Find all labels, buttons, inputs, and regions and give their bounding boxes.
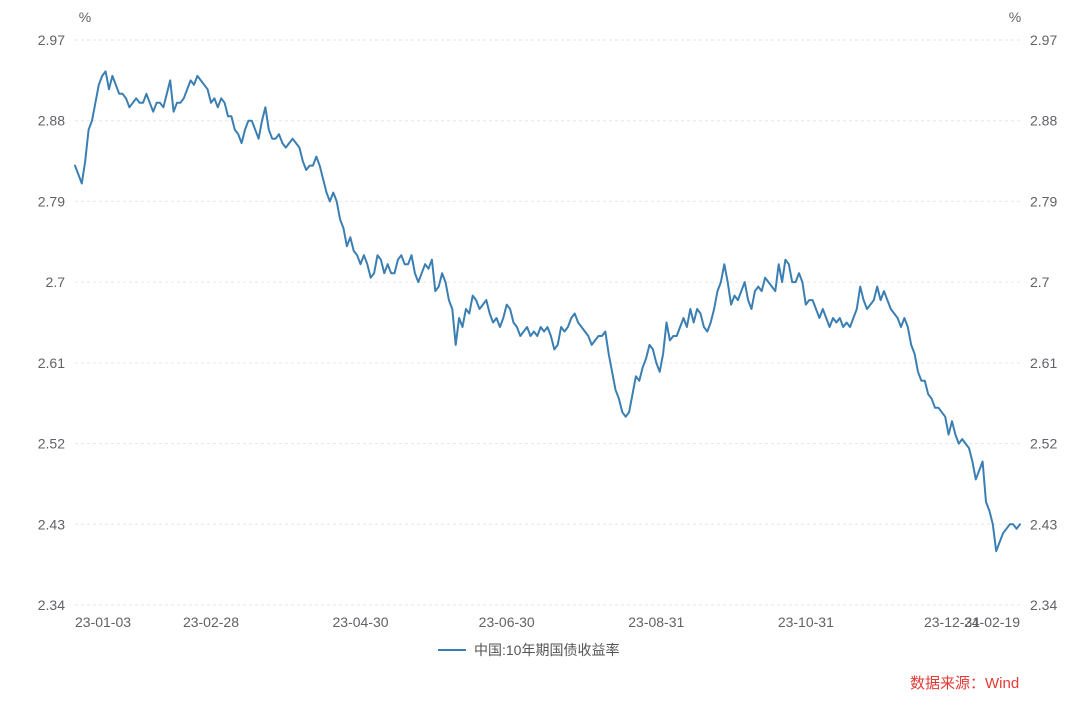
x-tick-label: 23-06-30 xyxy=(479,614,535,630)
y-tick-label-right: 2.61 xyxy=(1030,355,1057,371)
y-tick-label-right: 2.7 xyxy=(1030,274,1050,290)
y-tick-label-right: 2.88 xyxy=(1030,113,1057,129)
chart-canvas: 2.34 2.34 2.43 2.43 2.52 2.52 2.61 2.61 2.7 2.7 2.… xyxy=(0,0,1080,705)
y-tick-label-left: 2.7 xyxy=(46,274,66,290)
y-tick-label-right: 2.34 xyxy=(1030,597,1057,613)
y-tick-label-right: 2.97 xyxy=(1030,32,1057,48)
x-tick-label: 23-02-28 xyxy=(183,614,239,630)
x-tick-label: 23-01-03 xyxy=(75,614,131,630)
legend-label: 中国:10年期国债收益率 xyxy=(474,642,619,658)
series-line xyxy=(75,71,1020,551)
y-tick-label-right: 2.52 xyxy=(1030,436,1057,452)
yield-chart: 2.34 2.34 2.43 2.43 2.52 2.52 2.61 2.61 2.7 2.7 2.… xyxy=(0,0,1080,705)
x-tick-label: 24-02-19 xyxy=(964,614,1020,630)
x-tick-label: 23-08-31 xyxy=(628,614,684,630)
y-tick-label-left: 2.61 xyxy=(38,355,65,371)
y-tick-label-right: 2.43 xyxy=(1030,516,1057,532)
y-tick-label-left: 2.97 xyxy=(38,32,65,48)
y-tick-label-left: 2.34 xyxy=(38,597,65,613)
y-tick-label-left: 2.79 xyxy=(38,193,65,209)
x-tick-label: 23-10-31 xyxy=(778,614,834,630)
y-tick-label-left: 2.52 xyxy=(38,436,65,452)
y-tick-label-left: 2.88 xyxy=(38,113,65,129)
data-source: 数据来源：Wind xyxy=(910,675,1019,692)
y-tick-label-left: 2.43 xyxy=(38,516,65,532)
y-tick-label-right: 2.79 xyxy=(1030,193,1057,209)
x-tick-label: 23-04-30 xyxy=(333,614,389,630)
y-unit-left: % xyxy=(79,9,91,25)
y-unit-right: % xyxy=(1009,9,1021,25)
